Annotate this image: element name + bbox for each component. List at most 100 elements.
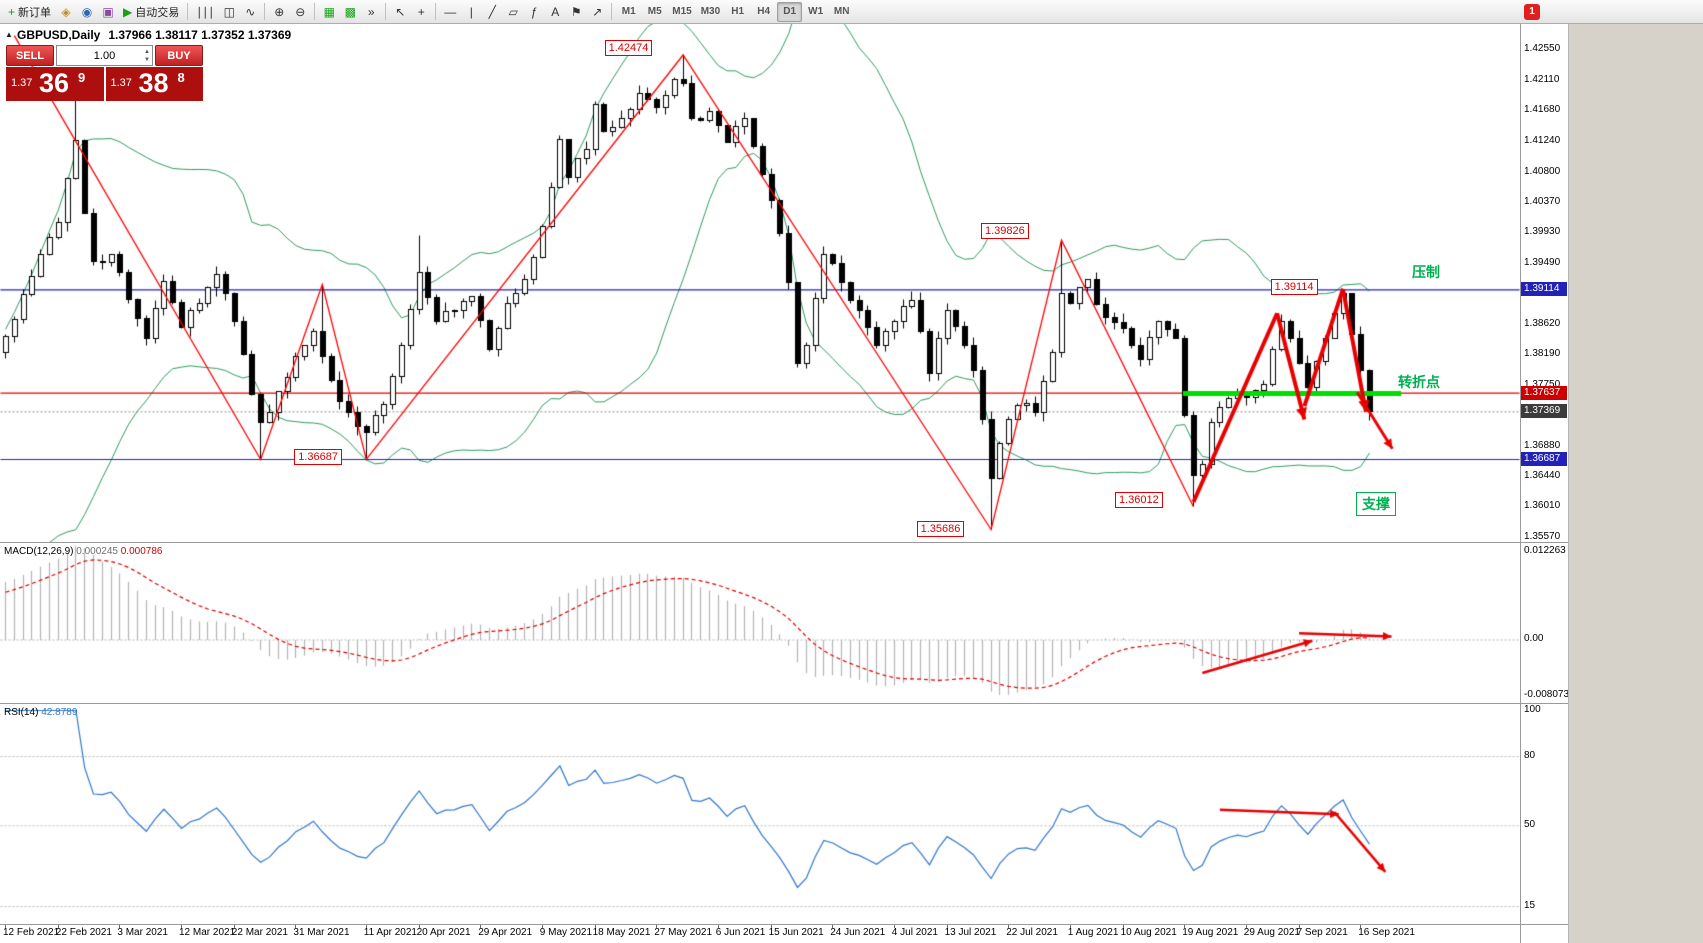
channel-icon: ▱	[508, 4, 518, 19]
crosshair-button[interactable]: +	[411, 2, 431, 22]
trendline-button[interactable]: ╱	[482, 2, 502, 22]
timeframe-w1[interactable]: W1	[803, 2, 828, 22]
indicators-button[interactable]: ◈	[56, 2, 76, 22]
time-label: 22 Mar 2021	[231, 927, 288, 938]
buy-price-pip: 8	[177, 70, 185, 85]
time-label: 4 Jul 2021	[891, 927, 938, 938]
tile-windows-icon: ▦	[323, 4, 335, 19]
time-tick-mark	[1184, 925, 1185, 928]
notification-badge[interactable]: 1	[1524, 4, 1540, 20]
sell-button[interactable]: SELL	[6, 45, 54, 66]
time-tick-mark	[181, 925, 182, 928]
one-click-collapse-icon[interactable]: ▲	[5, 30, 13, 39]
zoom-out-button[interactable]: ⊖	[290, 2, 310, 22]
time-label: 6 Jun 2021	[715, 927, 766, 938]
vertical-line-button[interactable]: |	[461, 2, 481, 22]
channel-button[interactable]: ▱	[503, 2, 523, 22]
rsi-scale-tick: 50	[1524, 819, 1536, 831]
time-tick-mark	[1008, 925, 1009, 928]
new-order-button[interactable]: + 新订单	[4, 2, 55, 22]
time-label: 22 Feb 2021	[55, 927, 112, 938]
price-tick: 1.35570	[1524, 531, 1561, 543]
toolbar-separator	[187, 3, 189, 20]
price-tag-resistance: 1.39114	[1521, 282, 1567, 297]
navigator-icon: ▣	[102, 4, 114, 19]
candlestick-chart-button[interactable]: ◫	[219, 2, 239, 22]
cursor-button[interactable]: ↖	[390, 2, 410, 22]
timeframe-m30[interactable]: M30	[697, 2, 724, 22]
timeframe-m15[interactable]: M15	[668, 2, 695, 22]
rsi-name: RSI(14)	[4, 707, 39, 718]
timeframe-m5[interactable]: M5	[642, 2, 667, 22]
timeframe-d1[interactable]: D1	[777, 1, 803, 22]
price-tick: 1.36440	[1524, 470, 1561, 482]
crosshair-icon: +	[417, 4, 425, 19]
arrow-tool-button[interactable]: ↗	[587, 2, 607, 22]
chart-ohlc-values: 1.37966 1.38117 1.37352 1.37369	[108, 28, 292, 42]
horizontal-line-button[interactable]: ―	[440, 2, 460, 22]
timeframe-h4[interactable]: H4	[751, 2, 776, 22]
line-chart-icon: ∿	[245, 4, 256, 19]
time-tick-mark	[656, 925, 657, 928]
timeframe-mn[interactable]: MN	[829, 2, 854, 22]
macd-scale-tick: -0.008073	[1524, 689, 1570, 700]
time-tick-mark	[894, 925, 895, 928]
zoom-in-button[interactable]: ⊕	[269, 2, 289, 22]
label-flag-button[interactable]: ⚑	[566, 2, 586, 22]
price-tick: 1.38620	[1524, 317, 1561, 329]
volume-stepper-icons[interactable]: ▲ ▼	[144, 49, 150, 63]
sell-price[interactable]: 1.37 36 9	[6, 67, 104, 101]
price-tick: 1.42110	[1524, 73, 1560, 85]
toolbar-separator	[435, 3, 437, 20]
navigator-button[interactable]: ▣	[98, 2, 118, 22]
time-label: 29 Apr 2021	[478, 927, 533, 938]
vertical-line-icon: |	[469, 4, 473, 19]
bar-chart-button[interactable]: ∣∣∣	[192, 2, 218, 22]
buy-price[interactable]: 1.37 38 8	[105, 67, 203, 101]
volume-input[interactable]: 1.00 ▲ ▼	[56, 45, 153, 66]
market-watch-button[interactable]: ◉	[77, 2, 97, 22]
rsi-value: 42.8789	[41, 707, 78, 718]
fibonacci-button[interactable]: ƒ	[524, 2, 544, 22]
autotrading-button[interactable]: ▶ 自动交易	[119, 2, 183, 22]
new-order-icon: +	[8, 4, 16, 19]
pane-separator[interactable]	[0, 542, 1568, 543]
autotrading-button-label: 自动交易	[135, 6, 180, 19]
price-tick: 1.41680	[1524, 103, 1561, 115]
time-tick-mark	[1123, 925, 1124, 928]
macd-name: MACD(12,26,9)	[4, 546, 74, 557]
zoom-out-icon: ⊖	[295, 4, 306, 19]
window-right-area	[1568, 24, 1703, 943]
pane-separator[interactable]	[0, 703, 1568, 704]
toolbar-separator	[385, 3, 387, 20]
price-chart-canvas[interactable]	[0, 24, 1520, 542]
rsi-pane-canvas[interactable]	[0, 704, 1520, 924]
market-watch-icon: ◉	[81, 4, 93, 19]
rsi-scale-tick: 15	[1524, 900, 1536, 911]
price-callout: 1.36012	[1115, 492, 1163, 509]
timeframe-h1[interactable]: H1	[725, 2, 750, 22]
auto-scroll-button[interactable]: »	[361, 2, 381, 22]
cascade-windows-button[interactable]: ▩	[340, 2, 360, 22]
label-flag-icon: ⚑	[570, 4, 582, 19]
auto-scroll-icon: »	[367, 4, 375, 19]
line-chart-button[interactable]: ∿	[240, 2, 260, 22]
time-tick-mark	[295, 925, 296, 928]
text-icon: A	[551, 4, 560, 19]
price-callout: 1.42474	[604, 40, 653, 57]
time-tick-mark	[947, 925, 948, 928]
time-tick-mark	[1299, 925, 1300, 928]
buy-button[interactable]: BUY	[155, 45, 203, 66]
macd-pane-canvas[interactable]	[0, 543, 1520, 703]
time-label: 12 Mar 2021	[179, 927, 236, 938]
tile-windows-button[interactable]: ▦	[319, 2, 339, 22]
price-callout: 1.36687	[294, 449, 342, 466]
price-tick: 1.40800	[1524, 165, 1561, 177]
time-tick-mark	[771, 925, 772, 928]
one-click-trading-panel: SELL 1.00 ▲ ▼ BUY 1.37 36 9 1.37 38 8	[6, 45, 203, 101]
price-tag-bid: 1.37369	[1521, 404, 1567, 419]
macd-value-1: 0.000245	[76, 546, 118, 557]
text-button[interactable]: A	[545, 2, 565, 22]
timeframe-m1[interactable]: M1	[616, 2, 641, 22]
chart-window: ▲ GBPUSD,Daily 1.37966 1.38117 1.37352 1.…	[0, 24, 1570, 943]
